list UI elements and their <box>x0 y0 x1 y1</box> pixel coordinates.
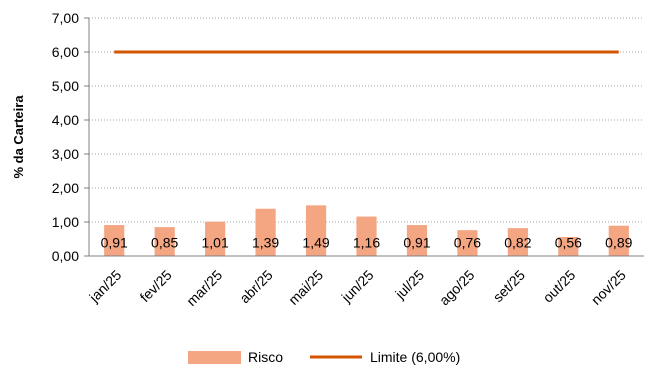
risco-data-label: 1,01 <box>202 234 229 250</box>
risco-bars <box>104 205 629 256</box>
risco-bar <box>558 236 579 256</box>
legend-swatch-risco <box>188 351 241 364</box>
risco-bar <box>457 230 478 256</box>
risco-bar <box>406 225 428 256</box>
y-tick-label: 3,00 <box>52 146 79 162</box>
risco-data-label: 1,16 <box>353 234 380 250</box>
x-tick-label: set/25 <box>490 267 528 305</box>
y-tick-label: 4,00 <box>52 112 79 128</box>
x-tick-label: fev/25 <box>137 267 175 305</box>
axes <box>84 17 644 257</box>
x-tick-label: nov/25 <box>588 267 629 308</box>
y-tick-labels: 0,00 1,00 2,00 3,00 4,00 5,00 6,00 7,00 <box>52 10 79 264</box>
risco-data-label: 0,91 <box>101 234 128 250</box>
risco-bar <box>507 228 528 256</box>
legend-label-limite: Limite (6,00%) <box>370 349 460 365</box>
risco-bar <box>205 221 226 256</box>
x-tick-label: jul/25 <box>391 267 427 303</box>
y-tick-label: 6,00 <box>52 44 79 60</box>
risco-data-label: 0,56 <box>555 234 582 250</box>
y-tick-label: 1,00 <box>52 214 79 230</box>
risco-data-label: 1,49 <box>302 234 329 250</box>
x-tick-label: mar/25 <box>183 267 225 309</box>
legend-label-risco: Risco <box>248 349 283 365</box>
y-tick-label: 7,00 <box>52 10 79 26</box>
y-axis-title: % da Carteira <box>11 95 26 179</box>
x-tick-label: jan/25 <box>85 267 124 306</box>
risco-data-label: 0,85 <box>151 234 178 250</box>
y-tick-label: 5,00 <box>52 78 79 94</box>
legend: Risco Limite (6,00%) <box>188 349 460 365</box>
x-tick-label: abr/25 <box>236 267 276 307</box>
risco-bar <box>255 208 276 256</box>
x-tick-labels: jan/25 fev/25 mar/25 abr/25 mai/25 jun/25 jul/… <box>85 267 629 309</box>
risco-bar <box>608 225 629 256</box>
risco-data-label: 1,39 <box>252 234 279 250</box>
x-tick-label: out/25 <box>540 267 579 306</box>
risco-bar <box>154 227 175 256</box>
risco-data-label: 0,76 <box>454 234 481 250</box>
risco-data-label: 0,91 <box>403 234 430 250</box>
y-tick-label: 0,00 <box>52 248 79 264</box>
risco-bar <box>305 205 327 256</box>
data-labels: 0,91 0,85 1,01 1,39 1,49 1,16 0,91 0,76 0,82 0,56… <box>101 234 633 250</box>
x-tick-label: jun/25 <box>338 267 377 306</box>
risco-data-label: 0,89 <box>605 234 632 250</box>
x-tick-label: ago/25 <box>436 267 478 309</box>
gridlines <box>89 17 644 223</box>
x-tick-label: mai/25 <box>285 267 326 308</box>
risco-bar <box>356 216 377 256</box>
risco-data-label: 0,82 <box>504 234 531 250</box>
y-tick-label: 2,00 <box>52 180 79 196</box>
risco-bar <box>104 225 125 256</box>
